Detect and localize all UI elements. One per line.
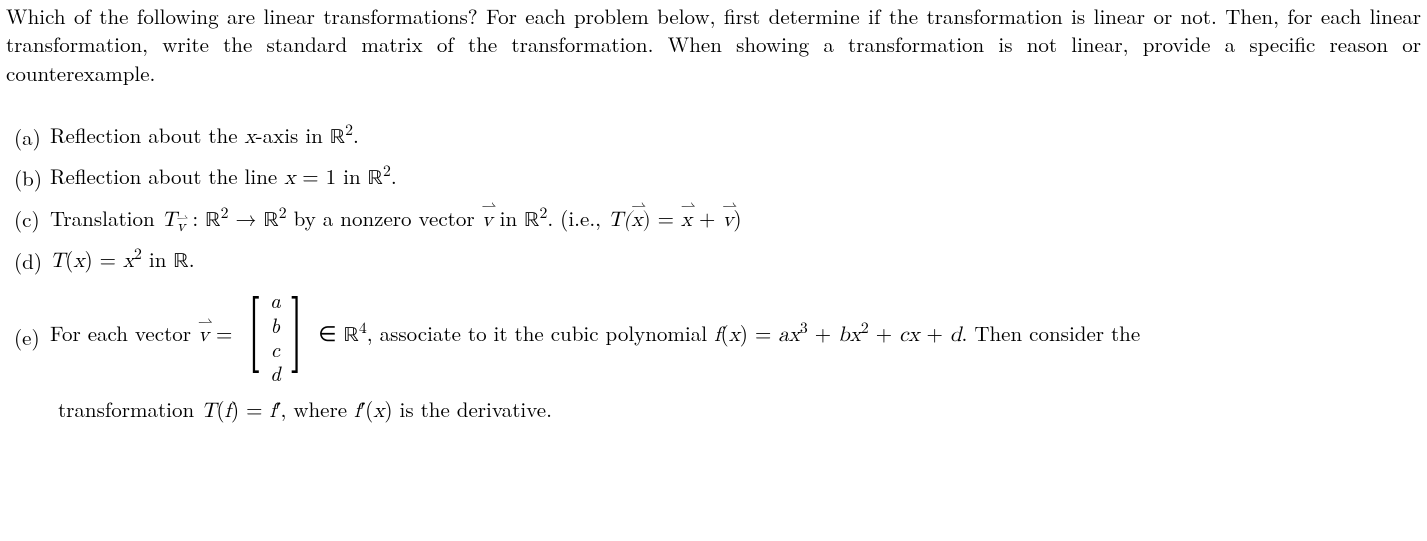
item-d-mid-eq: ) = xyxy=(84,244,123,274)
item-e-vec-v: ⇀v xyxy=(198,322,209,350)
item-c-space-dom: ℝ xyxy=(205,210,220,231)
item-c-mid: by a nonzero vector xyxy=(287,203,482,233)
item-e-f-open: ( xyxy=(721,318,729,348)
item-c-arrow: → xyxy=(228,203,263,233)
item-b-text-pre: Reflection about the line xyxy=(50,161,284,191)
item-c-vec-v: ⇀v xyxy=(482,207,493,235)
item-c-Topen: T(⇀x) = ⇀x + ⇀v xyxy=(608,210,733,231)
item-e-assoc: , associate to it the cubic polynomial xyxy=(367,318,714,348)
item-e-f-x: x xyxy=(729,325,740,346)
item-c-space-cod: ℝ xyxy=(263,210,278,231)
item-e-then: Then consider the xyxy=(967,318,1140,348)
item-a-body: Reflection about the x-axis in ℝ2. xyxy=(50,121,1421,152)
item-d-x: x xyxy=(73,251,84,272)
document-page: Which of the following are linear transf… xyxy=(0,0,1427,456)
item-d-label: (d) xyxy=(14,247,50,275)
item-a-label: (a) xyxy=(14,123,50,151)
item-b-eq-sign: = xyxy=(295,161,325,191)
item-e-eq: = xyxy=(209,318,239,348)
item-e-T: T xyxy=(201,401,216,422)
item-b-exp: 2 xyxy=(383,158,391,181)
item-e-exp: 4 xyxy=(359,315,367,338)
item-e-where: , where xyxy=(281,394,355,424)
item-a-exp: 2 xyxy=(345,117,353,140)
item-b-mid: in xyxy=(336,161,368,191)
item-d-x2: x xyxy=(123,251,134,272)
item-e-p3: 3 xyxy=(800,315,808,338)
item-a-end: . xyxy=(353,120,359,150)
intro-paragraph: Which of the following are linear transf… xyxy=(6,2,1421,87)
item-b-eq-lhs: x xyxy=(284,168,295,189)
item-e-line2: transformation T(f) = f′, where f′(x) is… xyxy=(14,395,1421,426)
item-c-body: Translation T⇀v : ℝ2 → ℝ2 by a nonzero v… xyxy=(50,204,1421,235)
item-c-text-pre: Translation xyxy=(50,203,162,233)
item-e-space: ℝ xyxy=(344,325,359,346)
item-a-text-pre: Reflection about the xyxy=(50,120,245,150)
item-e-line2-pre: transformation xyxy=(58,394,201,424)
item-e-pre: For each vector xyxy=(50,318,198,348)
item-e: (e) For each vector ⇀v = [abcd] ∈ ℝ4, as… xyxy=(14,286,1421,387)
item-e-body: For each vector ⇀v = [abcd] ∈ ℝ4, associ… xyxy=(50,286,1421,387)
item-a-space: ℝ xyxy=(330,127,345,148)
item-d-exp: 2 xyxy=(134,241,142,264)
item-d-space: ℝ xyxy=(173,251,188,272)
item-c-label: (c) xyxy=(14,205,50,233)
item-d: (d) T(x) = x2 in ℝ. xyxy=(14,245,1421,276)
item-b-space: ℝ xyxy=(368,168,383,189)
item-c-space-in: ℝ xyxy=(524,210,539,231)
colvec-entry-d: d xyxy=(270,361,281,385)
item-e-in: ∈ xyxy=(311,318,343,348)
item-b-end: . xyxy=(391,161,397,191)
item-e-colvec: [abcd] xyxy=(241,286,309,387)
item-b: (b) Reflection about the line x = 1 in ℝ… xyxy=(14,162,1421,193)
item-e-f-close: ) = xyxy=(740,318,779,348)
colvec-entry-a: a xyxy=(270,288,281,312)
item-c-mid2: in xyxy=(493,203,525,233)
problem-list: (a) Reflection about the x-axis in ℝ2. (… xyxy=(6,121,1421,426)
item-c: (c) Translation T⇀v : ℝ2 → ℝ2 by a nonze… xyxy=(14,204,1421,235)
item-e-deriv-is: is the derivative. xyxy=(393,394,552,424)
item-e-poly: ax xyxy=(778,325,800,346)
item-a: (a) Reflection about the x-axis in ℝ2. xyxy=(14,121,1421,152)
item-d-mid: in xyxy=(142,244,174,274)
item-c-exp-cod: 2 xyxy=(279,200,287,223)
item-a-text-post: -axis in xyxy=(256,120,330,150)
item-c-T: T xyxy=(162,210,177,231)
item-b-body: Reflection about the line x = 1 in ℝ2. xyxy=(50,162,1421,193)
item-c-colon: : xyxy=(185,203,205,233)
item-c-ie: (i.e., xyxy=(553,203,608,233)
item-d-T: T xyxy=(50,251,65,272)
item-c-sub: ⇀v xyxy=(177,219,186,235)
item-a-var-x: x xyxy=(245,127,256,148)
item-b-eq-rhs: 1 xyxy=(326,161,337,191)
item-d-body: T(x) = x2 in ℝ. xyxy=(50,245,1421,276)
item-b-label: (b) xyxy=(14,164,50,192)
item-e-label: (e) xyxy=(14,323,50,351)
item-d-end: . xyxy=(189,244,195,274)
item-e-p2: 2 xyxy=(861,315,869,338)
